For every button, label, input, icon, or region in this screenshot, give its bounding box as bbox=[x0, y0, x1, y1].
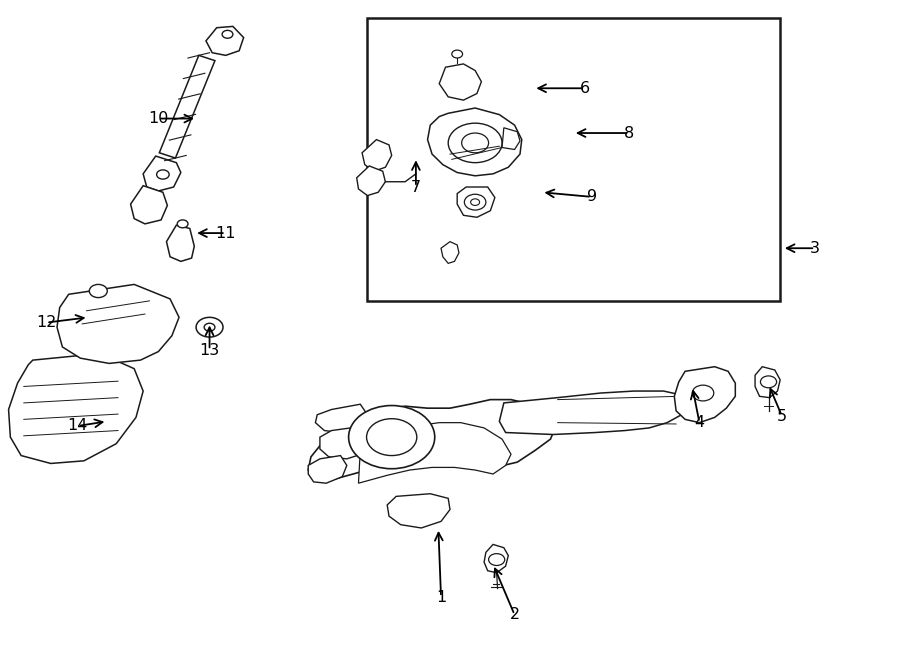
Polygon shape bbox=[362, 139, 392, 171]
Circle shape bbox=[760, 376, 777, 388]
Circle shape bbox=[222, 30, 233, 38]
Polygon shape bbox=[57, 284, 179, 364]
Circle shape bbox=[366, 418, 417, 455]
Polygon shape bbox=[674, 367, 735, 422]
Polygon shape bbox=[130, 186, 167, 224]
Circle shape bbox=[348, 406, 435, 469]
Text: 6: 6 bbox=[580, 81, 590, 96]
Circle shape bbox=[489, 554, 505, 565]
Bar bbox=[367, 18, 780, 301]
Polygon shape bbox=[308, 455, 346, 483]
Text: 9: 9 bbox=[587, 190, 597, 204]
Circle shape bbox=[204, 323, 215, 331]
Polygon shape bbox=[206, 26, 244, 56]
Circle shape bbox=[196, 317, 223, 337]
Circle shape bbox=[462, 133, 489, 153]
Text: 5: 5 bbox=[777, 408, 787, 424]
Polygon shape bbox=[387, 494, 450, 528]
Text: 13: 13 bbox=[200, 343, 220, 358]
Circle shape bbox=[177, 220, 188, 228]
Polygon shape bbox=[457, 187, 495, 217]
Circle shape bbox=[471, 199, 480, 206]
Text: 8: 8 bbox=[625, 126, 634, 141]
Polygon shape bbox=[320, 426, 374, 459]
Text: 2: 2 bbox=[509, 607, 519, 623]
Polygon shape bbox=[166, 225, 194, 261]
Polygon shape bbox=[159, 56, 215, 158]
Text: 14: 14 bbox=[68, 418, 88, 434]
Circle shape bbox=[157, 170, 169, 179]
Text: 10: 10 bbox=[148, 111, 168, 126]
Circle shape bbox=[448, 123, 502, 163]
Circle shape bbox=[464, 194, 486, 210]
Polygon shape bbox=[308, 400, 556, 482]
Polygon shape bbox=[439, 64, 482, 100]
Text: 3: 3 bbox=[810, 241, 820, 256]
Text: 4: 4 bbox=[695, 415, 705, 430]
Polygon shape bbox=[356, 166, 385, 196]
Polygon shape bbox=[428, 108, 522, 176]
Circle shape bbox=[452, 50, 463, 58]
Circle shape bbox=[89, 284, 107, 297]
Polygon shape bbox=[755, 367, 780, 398]
Circle shape bbox=[692, 385, 714, 401]
Text: 7: 7 bbox=[410, 180, 421, 194]
Polygon shape bbox=[441, 242, 459, 263]
Polygon shape bbox=[315, 405, 367, 432]
Polygon shape bbox=[9, 354, 143, 463]
Polygon shape bbox=[358, 422, 511, 483]
Polygon shape bbox=[502, 128, 520, 149]
Polygon shape bbox=[500, 391, 685, 434]
Text: 11: 11 bbox=[215, 225, 236, 241]
Text: 1: 1 bbox=[436, 590, 446, 605]
Polygon shape bbox=[143, 156, 181, 191]
Polygon shape bbox=[484, 545, 508, 572]
Text: 12: 12 bbox=[36, 315, 57, 330]
